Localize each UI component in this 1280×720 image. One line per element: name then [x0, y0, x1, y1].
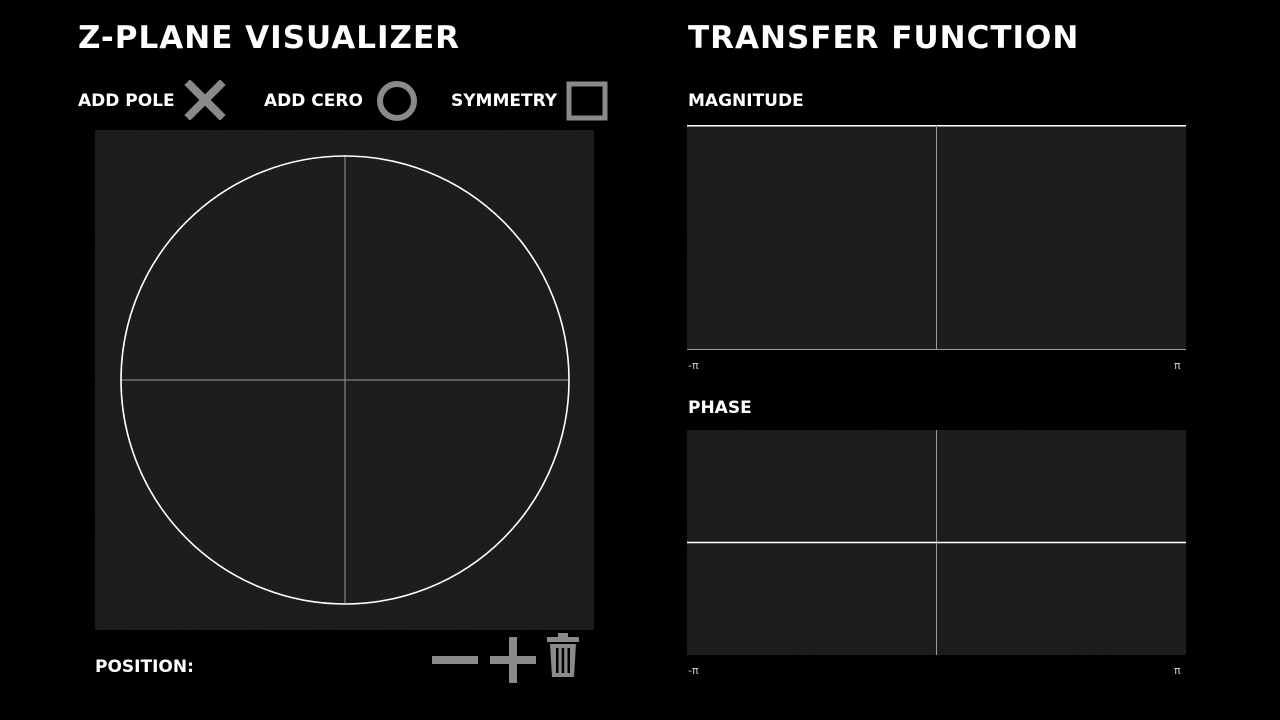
plus-icon	[490, 637, 536, 683]
add-pole-label: ADD POLE	[78, 91, 175, 111]
unit-circle	[120, 155, 570, 605]
zoom-out-button[interactable]	[432, 645, 478, 675]
symmetry-toggle[interactable]	[565, 80, 609, 122]
phase-plot	[687, 430, 1186, 655]
phase-x-min-label: -π	[688, 664, 699, 677]
magnitude-x-min-label: -π	[688, 359, 699, 372]
z-plane-canvas[interactable]	[95, 130, 594, 630]
add-zero-label: ADD CERO	[264, 91, 363, 111]
add-pole-button[interactable]	[184, 80, 226, 120]
magnitude-plot	[687, 125, 1186, 350]
z-plane-title: Z-PLANE VISUALIZER	[78, 20, 461, 56]
delete-button[interactable]	[546, 632, 580, 678]
position-label: POSITION:	[95, 657, 194, 677]
circle-icon	[377, 81, 417, 121]
phase-label: PHASE	[688, 398, 752, 418]
minus-icon	[432, 656, 478, 664]
add-zero-button[interactable]	[374, 79, 420, 123]
magnitude-label: MAGNITUDE	[688, 91, 804, 111]
magnitude-graph	[687, 125, 1186, 350]
phase-graph	[687, 430, 1186, 655]
magnitude-x-max-label: π	[1174, 359, 1181, 372]
unit-circle-plot	[120, 155, 570, 605]
zoom-in-button[interactable]	[490, 637, 536, 683]
square-icon	[566, 81, 608, 121]
transfer-function-title: TRANSFER FUNCTION	[688, 20, 1080, 56]
phase-x-max-label: π	[1174, 664, 1181, 677]
x-mark-icon	[184, 80, 226, 120]
trash-icon	[547, 633, 579, 677]
symmetry-label: SYMMETRY	[451, 91, 558, 111]
